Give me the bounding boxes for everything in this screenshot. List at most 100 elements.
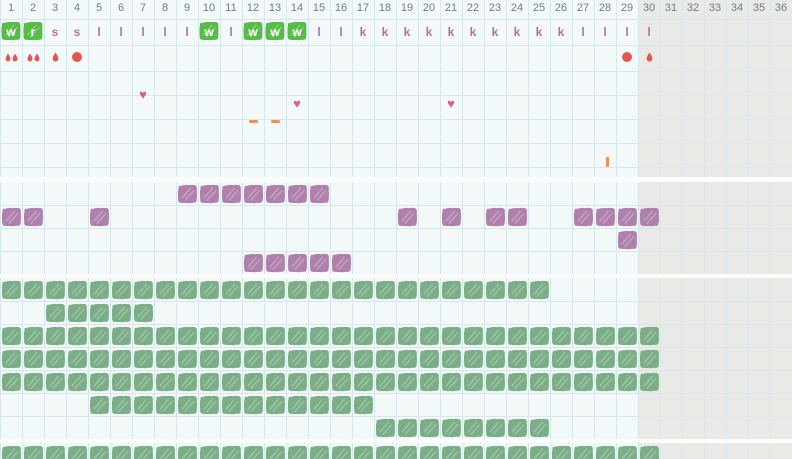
day-number: 9 <box>183 2 191 14</box>
green-scribble-mark <box>1 280 22 300</box>
purple-scribble-mark <box>221 184 242 204</box>
grid-horizontal-line <box>0 228 792 229</box>
grid-horizontal-line <box>0 393 792 394</box>
day-letter-text: s <box>73 25 81 39</box>
green-scribble-mark <box>155 372 176 392</box>
green-scribble-mark <box>375 349 396 369</box>
flow-dot-icon <box>622 52 632 62</box>
grid-horizontal-line <box>0 71 792 72</box>
day-number: 21 <box>444 2 458 14</box>
day-letter-text: k <box>513 25 521 39</box>
day-letter-text: k <box>381 25 389 39</box>
day-letter: l <box>110 20 132 44</box>
day-number: 6 <box>117 2 125 14</box>
green-scribble-mark <box>265 395 286 415</box>
green-scribble-mark <box>331 349 352 369</box>
day-letter: w <box>286 20 308 44</box>
day-letter: l <box>638 20 660 44</box>
purple-scribble-mark <box>243 253 264 273</box>
purple-scribble-mark <box>617 207 638 227</box>
green-scribble-mark <box>331 445 352 459</box>
green-scribble-mark <box>419 349 440 369</box>
day-letter-text: l <box>229 25 233 39</box>
green-scribble-mark <box>177 372 198 392</box>
green-scribble-mark <box>441 326 462 346</box>
green-scribble-mark <box>397 445 418 459</box>
grid-vertical-lines <box>0 443 792 459</box>
day-letter-text: k <box>403 25 411 39</box>
day-letter-text: l <box>119 25 123 39</box>
green-scribble-mark <box>309 326 330 346</box>
purple-scribble-mark <box>89 207 110 227</box>
day-letter-text: l <box>185 25 189 39</box>
green-scribble-mark <box>617 372 638 392</box>
green-scribble-mark <box>485 326 506 346</box>
day-letter: k <box>484 20 506 44</box>
green-scribble-mark <box>573 349 594 369</box>
bottom-marks-section <box>0 443 792 459</box>
green-scribble-mark <box>639 349 660 369</box>
intimacy-heart-icon: ♥ <box>447 96 455 111</box>
day-letter: l <box>330 20 352 44</box>
green-scribble-mark <box>265 280 286 300</box>
green-scribble-mark <box>243 326 264 346</box>
green-scribble-mark <box>507 418 528 438</box>
grid-horizontal-line <box>0 205 792 206</box>
green-scribble-mark <box>595 326 616 346</box>
green-scribble-mark <box>375 326 396 346</box>
green-scribble-mark <box>67 372 88 392</box>
day-number: 12 <box>246 2 260 14</box>
day-letter: k <box>352 20 374 44</box>
green-scribble-mark <box>177 349 198 369</box>
green-scribble-mark <box>507 280 528 300</box>
green-scribble-mark <box>529 445 550 459</box>
green-scribble-mark <box>441 280 462 300</box>
purple-scribble-mark <box>23 207 44 227</box>
green-scribble-mark <box>507 326 528 346</box>
green-scribble-mark <box>353 326 374 346</box>
green-scribble-mark <box>529 349 550 369</box>
green-scribble-mark <box>133 445 154 459</box>
green-scribble-mark <box>23 372 44 392</box>
green-scribble-mark <box>331 326 352 346</box>
day-number: 3 <box>51 2 59 14</box>
green-scribble-mark <box>111 445 132 459</box>
green-scribble-mark <box>551 326 572 346</box>
day-letter: w <box>0 20 22 44</box>
day-letter-text: w <box>6 25 16 39</box>
day-letter-text: w <box>270 25 280 39</box>
green-scribble-mark <box>243 395 264 415</box>
green-scribble-mark <box>23 349 44 369</box>
day-letter: k <box>462 20 484 44</box>
green-scribble-mark <box>89 303 110 323</box>
green-scribble-mark <box>507 372 528 392</box>
day-number: 26 <box>554 2 568 14</box>
green-scribble-mark <box>133 303 154 323</box>
green-scribble-mark <box>551 349 572 369</box>
purple-scribble-mark <box>1 207 22 227</box>
green-scribble-mark <box>331 280 352 300</box>
green-scribble-mark <box>133 326 154 346</box>
day-letter: l <box>88 20 110 44</box>
green-scribble-mark <box>89 372 110 392</box>
green-scribble-mark <box>287 326 308 346</box>
green-scribble-mark <box>199 280 220 300</box>
day-letter: s <box>66 20 88 44</box>
green-scribble-mark <box>199 395 220 415</box>
flow-dot-icon <box>72 52 82 62</box>
grid-horizontal-line <box>0 370 792 371</box>
day-letter-text: l <box>317 25 321 39</box>
green-scribble-mark <box>89 395 110 415</box>
day-number: 15 <box>312 2 326 14</box>
purple-scribble-mark <box>309 184 330 204</box>
green-scribble-mark <box>45 349 66 369</box>
day-letter-text: l <box>163 25 167 39</box>
day-number: 13 <box>268 2 282 14</box>
day-number: 7 <box>139 2 147 14</box>
intimacy-heart-icon: ♥ <box>139 87 147 102</box>
green-scribble-mark <box>67 326 88 346</box>
day-number: 1 <box>7 2 15 14</box>
purple-scribble-mark <box>265 184 286 204</box>
green-scribble-mark <box>243 349 264 369</box>
